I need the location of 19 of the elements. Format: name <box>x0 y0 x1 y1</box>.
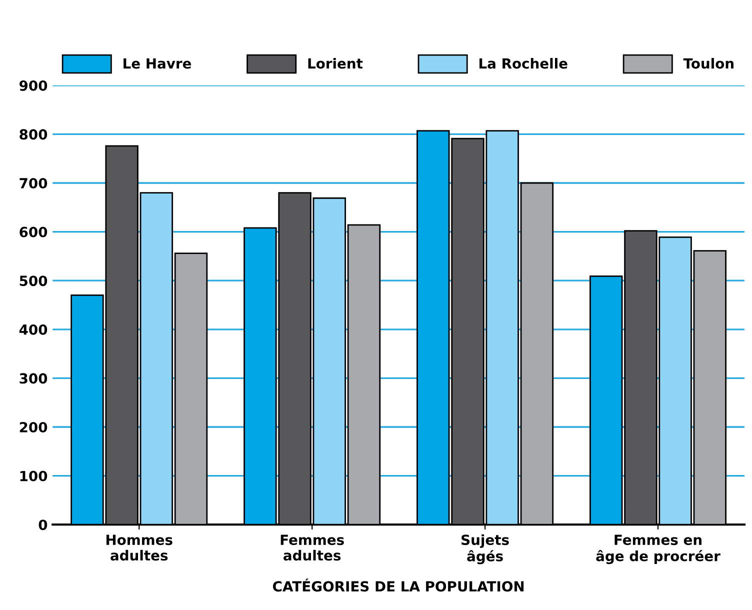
y-tick-label: 200 <box>20 422 48 432</box>
y-tick-label: 300 <box>20 373 48 384</box>
legend-label: Le Havre <box>124 58 192 69</box>
y-tick-label: 900 <box>20 80 48 91</box>
y-tick-label: 600 <box>20 226 48 238</box>
x-tick-label: Femmes en âge de procréer <box>596 534 720 564</box>
x-tick-label: Sujets âgés <box>462 534 509 564</box>
y-tick-label: 400 <box>19 324 48 335</box>
legend-label: La Rochelle <box>480 58 568 69</box>
x-tick-label: Femmes adultes <box>280 534 344 561</box>
legend-label: Toulon <box>683 58 734 69</box>
legend-label: Lorient <box>308 58 363 69</box>
y-tick-label: 500 <box>20 276 48 286</box>
y-tick-label: 800 <box>20 129 48 140</box>
x-axis-title: CATÉGORIES DE LA POPULATION <box>272 578 524 592</box>
x-tick-label: Hommes adultes <box>106 534 172 561</box>
y-tick-label: 100 <box>20 470 48 482</box>
y-tick-label: 0 <box>38 520 48 530</box>
y-tick-label: 700 <box>20 178 48 188</box>
